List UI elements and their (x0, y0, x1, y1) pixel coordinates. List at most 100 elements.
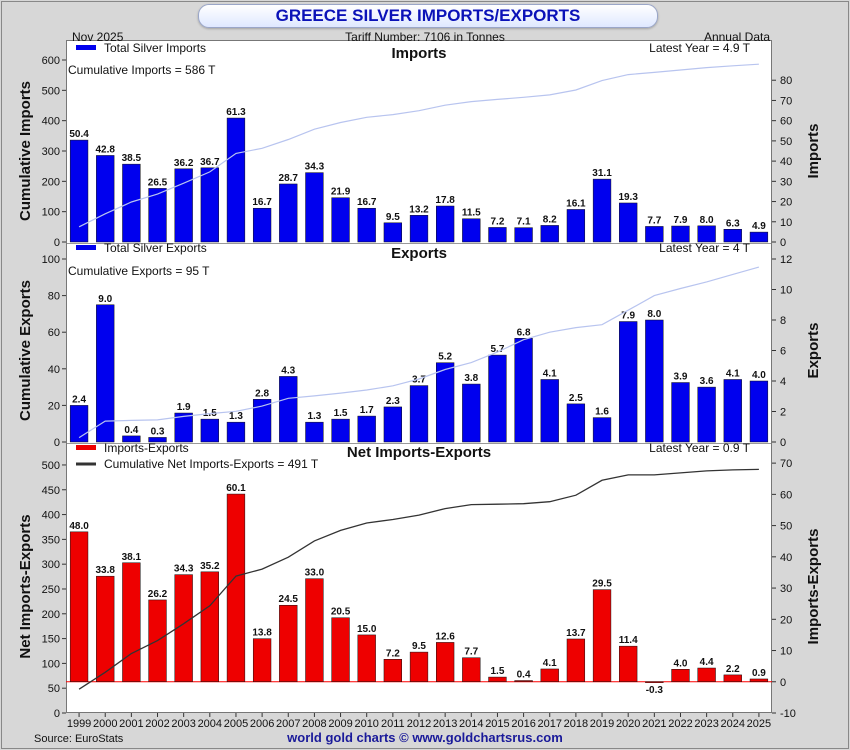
bar-value-label: 15.0 (357, 624, 377, 635)
y-left-axis-title: Cumulative Exports (17, 280, 34, 421)
cumulative-line (78, 266, 760, 439)
bar (671, 669, 690, 683)
x-tick-label: 2005 (224, 718, 248, 730)
bar (540, 225, 559, 243)
bar-value-label: 5.7 (490, 344, 504, 355)
y-right-tick-label: 0 (780, 237, 786, 249)
source-note: Source: EuroStats (34, 733, 124, 745)
bar (540, 668, 559, 683)
bar-value-label: 7.7 (464, 647, 478, 658)
bar (619, 321, 638, 443)
x-tick-label: 2001 (119, 718, 143, 730)
bar-value-label: 38.1 (122, 552, 142, 563)
bar (436, 205, 455, 243)
bar (723, 379, 742, 443)
bar (252, 638, 272, 683)
bar-value-label: 13.8 (252, 628, 272, 639)
y-right-axis-title: Imports (805, 123, 822, 178)
cumulative-label: Cumulative Exports = 95 T (68, 264, 210, 278)
data-frequency: Annual Data (703, 30, 770, 44)
bar (122, 163, 141, 243)
bar (592, 589, 612, 683)
bar (200, 418, 219, 443)
bar-value-label: 9.0 (98, 294, 112, 305)
y-right-tick-label: 40 (780, 552, 792, 564)
bar-value-label: 7.9 (674, 215, 688, 226)
bar-value-label: 28.7 (279, 173, 299, 184)
bar-value-label: 0.4 (124, 425, 138, 436)
legend-label: Imports-Exports (104, 441, 189, 455)
credit-note: world gold charts © www.goldchartsrus.co… (287, 730, 563, 745)
bar-value-label: 19.3 (618, 192, 638, 203)
bar-value-label: 6.3 (726, 218, 740, 229)
bar-value-label: 7.9 (621, 311, 635, 322)
bar (96, 575, 115, 683)
bar-value-label: 50.4 (69, 129, 89, 140)
legend-swatch (76, 45, 96, 50)
bar (671, 382, 690, 443)
x-tick-label: 2011 (381, 718, 405, 730)
bar (409, 385, 429, 443)
y-left-axis-title: Net Imports-Exports (17, 514, 34, 658)
bar (69, 139, 89, 243)
bar (174, 168, 193, 243)
bar-value-label: 36.7 (200, 157, 220, 168)
panel-title: Net Imports-Exports (347, 444, 491, 461)
y-right-axis-title: Exports (805, 323, 822, 379)
y-right-tick-label: 10 (780, 285, 792, 297)
bar (514, 680, 533, 683)
bar-value-label: 7.2 (386, 648, 400, 659)
bar-value-label: 4.9 (752, 221, 766, 232)
y-right-tick-label: 10 (780, 217, 792, 229)
y-right-tick-label: 0 (780, 677, 786, 689)
bar-value-label: 0.3 (151, 426, 165, 437)
x-tick-label: 2024 (721, 718, 745, 730)
x-tick-label: 2017 (537, 718, 561, 730)
bar (331, 617, 350, 683)
bar (305, 421, 324, 443)
y-right-tick-label: 10 (780, 646, 792, 658)
bar (749, 678, 769, 683)
y-right-tick-label: 6 (780, 346, 786, 358)
x-tick-label: 2023 (694, 718, 718, 730)
y-left-tick-label: 400 (42, 116, 60, 128)
bar-value-label: 7.7 (647, 215, 661, 226)
bar-value-label: 6.8 (517, 327, 531, 338)
y-left-tick-label: 100 (42, 658, 60, 670)
x-tick-label: 2008 (302, 718, 326, 730)
bar-value-label: 1.3 (229, 411, 243, 422)
x-tick-label: 2004 (198, 718, 222, 730)
y-left-tick-label: 400 (42, 510, 60, 522)
bar-value-label: 1.3 (307, 411, 321, 422)
bar-value-label: 1.7 (360, 405, 374, 416)
bar (749, 380, 769, 443)
y-right-tick-label: 60 (780, 116, 792, 128)
bar (174, 574, 193, 683)
bar-value-label: 1.5 (334, 408, 348, 419)
x-tick-label: 2021 (642, 718, 666, 730)
bar (566, 403, 586, 443)
bar-value-label: 11.5 (462, 208, 481, 219)
y-left-tick-label: 500 (42, 85, 60, 97)
latest-year-label: Latest Year = 4 T (659, 241, 751, 255)
bar-value-label: 2.3 (386, 396, 400, 407)
bar (96, 155, 115, 243)
y-right-tick-label: 8 (780, 315, 786, 327)
bar-value-label: 3.9 (674, 372, 688, 383)
bar-value-label: 1.5 (490, 666, 504, 677)
y-right-tick-label: 40 (780, 156, 792, 168)
bar (383, 406, 402, 443)
title-banner: GREECE SILVER IMPORTS/EXPORTS (198, 4, 658, 28)
x-tick-label: 2014 (459, 718, 483, 730)
x-tick-label: 2010 (354, 718, 378, 730)
panel-title: Imports (391, 45, 446, 62)
x-tick-label: 2020 (616, 718, 640, 730)
bar-value-label: 34.3 (305, 162, 325, 173)
bar (723, 229, 742, 243)
x-tick-label: 2013 (433, 718, 457, 730)
bar (252, 207, 272, 243)
x-tick-label: 1999 (67, 718, 91, 730)
bar-value-label: 3.8 (464, 373, 478, 384)
bar-value-label: 0.9 (752, 668, 766, 679)
